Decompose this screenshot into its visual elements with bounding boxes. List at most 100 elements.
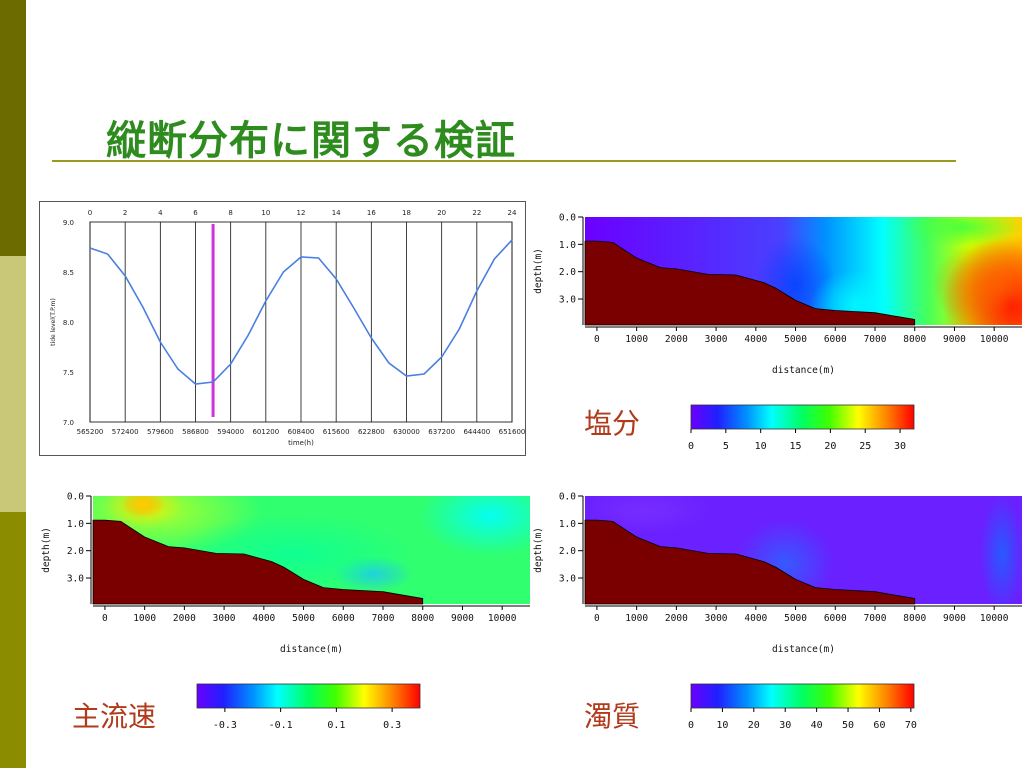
salinity-label: 塩分 [584,407,641,440]
x-tick-label: 2000 [665,334,688,345]
x-tick-label: 1000 [625,334,648,345]
tide-level-chart: 0 565200 2 572400 4 579600 6 586800 8 594000 10 601… [39,201,526,456]
x-tick-label: 6000 [824,334,847,345]
colorbar-tick-label: 0 [688,720,694,731]
colorbar-tick-label: 60 [873,720,885,731]
tide-bottom-tick-label: 644400 [463,428,490,436]
side-bar-block-bottom [0,512,26,768]
x-tick-label: 8000 [903,334,926,345]
tide-bottom-tick-label: 622800 [358,428,385,436]
x-tick-label: 9000 [943,334,966,345]
x-axis-label: distance(m) [772,644,835,655]
colorbar-bar [196,683,421,709]
y-tick-label: 2.0 [559,267,576,278]
turbidity-label: 濁質 [584,700,641,733]
x-tick-label: 3000 [705,613,728,624]
field-blob [103,496,183,528]
field-blob [902,217,1022,247]
colorbar-tick-label: 10 [755,441,767,452]
tide-bottom-tick-label: 608400 [288,428,315,436]
x-tick-label: 7000 [864,613,887,624]
colorbar-tick-label: 70 [905,720,917,731]
tide-bottom-tick-label: 565200 [77,428,104,436]
tide-top-tick-label: 24 [508,209,517,217]
y-axis-label: depth(m) [41,527,52,573]
tide-top-tick-label: 12 [297,209,306,217]
river-bed-area [584,519,916,605]
x-axis-label: distance(m) [280,644,343,655]
x-tick-label: 9000 [943,613,966,624]
tide-chart-svg: 0 565200 2 572400 4 579600 6 586800 8 594000 10 601… [50,209,525,447]
colorbar-tick-label: -0.3 [213,720,237,731]
tide-bottom-tick-label: 594000 [217,428,244,436]
tide-bottom-tick-label: 615600 [323,428,350,436]
y-tick-label: 0.0 [559,492,576,503]
x-tick-label: 4000 [744,334,767,345]
x-tick-label: 0 [594,334,600,345]
turbidity-colorbar: 0 10 20 30 40 50 60 70 [688,683,917,731]
colorbar-tick-label: 5 [723,441,729,452]
x-tick-label: 4000 [252,613,275,624]
x-tick-label: 7000 [372,613,395,624]
tide-y-tick-label: 9.0 [63,219,74,227]
x-tick-label: 6000 [824,613,847,624]
x-tick-label: 7000 [864,334,887,345]
tide-y-tick-label: 7.0 [63,419,74,427]
colorbar-tick-label: 0 [688,441,694,452]
y-tick-label: 3.0 [559,574,576,585]
colorbar-tick-label: 15 [790,441,802,452]
tide-bottom-tick-label: 601200 [252,428,279,436]
field-blob [810,270,900,325]
x-axis-label: distance(m) [772,365,835,376]
tide-bottom-tick-label: 586800 [182,428,209,436]
y-tick-label: 3.0 [67,574,84,585]
x-tick-label: 5000 [784,334,807,345]
tide-bottom-tick-label: 579600 [147,428,174,436]
x-tick-label: 1000 [133,613,156,624]
y-tick-label: 2.0 [559,546,576,557]
tide-bottom-tick-label: 637200 [428,428,455,436]
x-tick-label: 5000 [292,613,315,624]
tide-top-tick-label: 8 [228,209,232,217]
river-bed-area [584,240,916,326]
side-bar-block-middle [0,256,26,512]
x-tick-label: 3000 [705,334,728,345]
tide-bottom-tick-label: 572400 [112,428,139,436]
x-tick-label: 0 [102,613,108,624]
tide-bottom-tick-label: 630000 [393,428,420,436]
colorbar-tick-label: 10 [716,720,728,731]
colorbar-tick-label: 30 [779,720,791,731]
field-blob [420,496,530,556]
y-tick-label: 1.0 [559,240,576,251]
tide-y-axis-label: tide level(T.P.m) [50,298,57,346]
x-tick-label: 2000 [665,613,688,624]
y-tick-label: 2.0 [67,546,84,557]
y-tick-label: 0.0 [559,213,576,224]
field-blob [932,240,1022,325]
colorbar-tick-label: 25 [859,441,871,452]
tide-top-tick-label: 14 [332,209,341,217]
tide-level-line [89,239,513,385]
tide-y-tick-label: 7.5 [63,369,74,377]
velocity-label: 主流速 [72,700,157,733]
tide-top-tick-label: 10 [261,209,270,217]
tide-bottom-tick-label: 651600 [499,428,525,436]
y-axis-label: depth(m) [533,527,544,573]
tide-top-tick-label: 6 [193,209,198,217]
colorbar-tick-label: 0.3 [383,720,401,731]
title-underline [52,160,956,162]
velocity-section-chart: 0 1000 2000 3000 4000 5000 6000 7000 8000 9000 100… [41,492,530,655]
colorbar-tick-label: 0.1 [327,720,345,731]
x-tick-label: 4000 [744,613,767,624]
tide-y-tick-label: 8.5 [63,269,74,277]
y-tick-label: 3.0 [559,295,576,306]
tide-top-tick-label: 4 [158,209,163,217]
x-tick-label: 10000 [980,334,1009,345]
y-tick-label: 0.0 [67,492,84,503]
colorbar-tick-label: 50 [842,720,854,731]
colorbar-tick-label: 20 [824,441,836,452]
colorbar-tick-label: 40 [811,720,823,731]
river-bed-area [92,519,424,605]
y-axis-label: depth(m) [533,248,544,294]
x-tick-label: 0 [594,613,600,624]
